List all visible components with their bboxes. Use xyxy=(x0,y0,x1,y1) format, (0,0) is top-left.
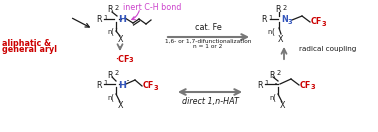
Text: 3: 3 xyxy=(288,19,292,25)
Text: n = 1 or 2: n = 1 or 2 xyxy=(193,44,223,49)
Text: R: R xyxy=(96,81,102,89)
Text: (: ( xyxy=(273,93,276,103)
Text: 3: 3 xyxy=(129,58,133,63)
Text: n: n xyxy=(107,95,111,101)
Text: H: H xyxy=(118,15,126,25)
Text: n: n xyxy=(107,29,111,35)
Text: X: X xyxy=(118,100,124,110)
Text: (: ( xyxy=(110,93,113,103)
Text: general aryl: general aryl xyxy=(2,45,57,54)
Text: 1: 1 xyxy=(268,15,273,21)
Text: R: R xyxy=(107,6,113,15)
Text: (: ( xyxy=(110,27,113,37)
Text: ·: · xyxy=(274,79,278,91)
Text: R: R xyxy=(257,81,263,89)
Text: 1: 1 xyxy=(265,80,269,86)
Text: R: R xyxy=(269,70,275,79)
Text: N: N xyxy=(281,15,288,25)
Text: R: R xyxy=(107,70,113,79)
Text: R: R xyxy=(261,15,267,25)
Text: 2: 2 xyxy=(276,70,281,76)
Text: X: X xyxy=(280,100,286,110)
Text: n: n xyxy=(269,95,273,101)
Text: CF: CF xyxy=(311,18,322,27)
Text: direct 1,n-HAT: direct 1,n-HAT xyxy=(181,97,239,106)
Text: CF: CF xyxy=(143,81,154,91)
Text: H: H xyxy=(118,81,126,89)
Text: 3: 3 xyxy=(322,21,326,27)
Text: ·: · xyxy=(126,76,130,88)
Text: X: X xyxy=(278,36,284,44)
Text: 2: 2 xyxy=(115,5,119,11)
Text: 1,6- or 1,7-difunctionalization: 1,6- or 1,7-difunctionalization xyxy=(165,39,251,44)
Text: R: R xyxy=(275,6,281,15)
Text: inert C-H bond: inert C-H bond xyxy=(123,3,181,12)
Text: 1: 1 xyxy=(104,80,108,86)
Text: 3: 3 xyxy=(153,85,158,91)
Text: CF: CF xyxy=(300,81,311,89)
Text: n: n xyxy=(268,29,272,35)
Text: radical coupling: radical coupling xyxy=(299,46,356,52)
Text: (: ( xyxy=(271,27,274,37)
Text: ·CF: ·CF xyxy=(115,55,129,63)
Text: 3: 3 xyxy=(310,84,315,90)
Text: R: R xyxy=(96,15,102,25)
Text: X: X xyxy=(118,34,124,44)
Text: cat. Fe: cat. Fe xyxy=(195,23,222,32)
Text: 2: 2 xyxy=(282,5,287,11)
Text: aliphatic &: aliphatic & xyxy=(2,39,51,48)
Text: 1: 1 xyxy=(104,15,108,21)
Text: 2: 2 xyxy=(115,70,119,76)
